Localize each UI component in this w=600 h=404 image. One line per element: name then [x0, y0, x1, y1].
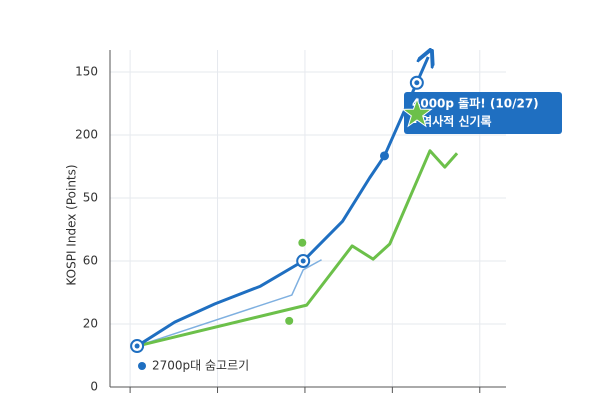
legend-label: 2700p대 숨고르기 [152, 359, 249, 373]
point-dot [414, 80, 420, 86]
y-tick-label: 200 [75, 128, 98, 142]
annotation-text: - 역사적 신기록 [412, 114, 492, 129]
point-dot [134, 343, 140, 349]
y-tick-label: 0 [90, 380, 98, 394]
annotation-text: 4000p 돌파! (10/27) [412, 96, 539, 111]
series-line [136, 149, 459, 348]
series-line [136, 57, 428, 348]
y-tick-label: 150 [75, 65, 98, 79]
legend-swatch [138, 362, 146, 370]
green-point [298, 238, 307, 247]
green-point [285, 316, 294, 325]
y-tick-label: 20 [83, 317, 98, 331]
series-line [136, 259, 322, 347]
annotation-box [404, 92, 562, 134]
y-axis-label: KOSPI Index (Points) [65, 164, 79, 285]
point-dot [300, 258, 306, 264]
star [401, 97, 433, 128]
point [379, 151, 389, 161]
y-tick-label: 50 [83, 191, 98, 205]
y-tick-label: 60 [83, 254, 98, 268]
